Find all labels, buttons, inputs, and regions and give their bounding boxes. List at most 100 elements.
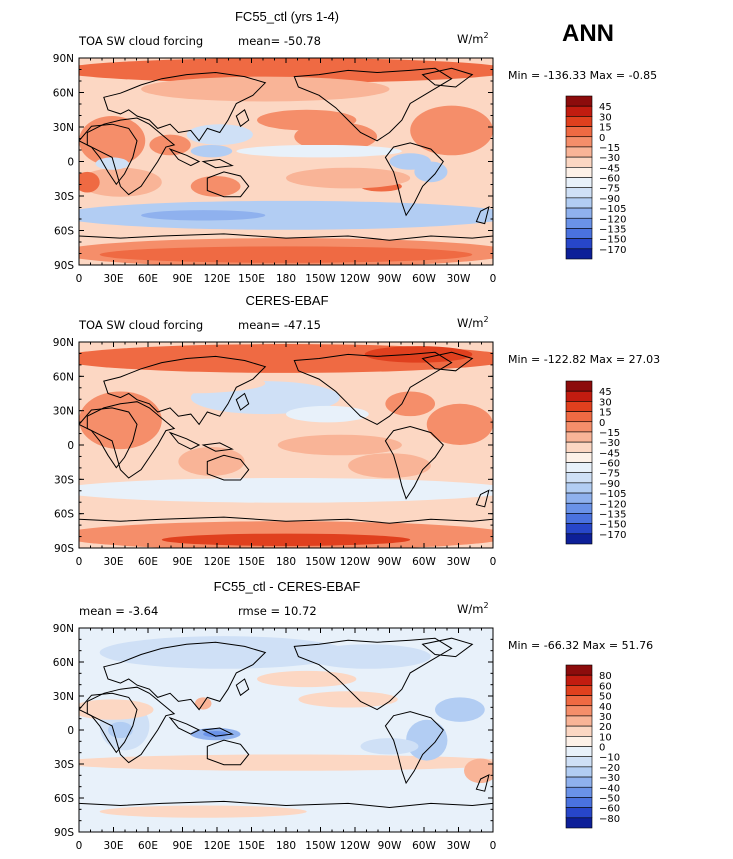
x-tick-label: 120W: [340, 273, 371, 285]
x-tick-label: 180: [276, 556, 296, 568]
colorbar-label: −105: [599, 489, 626, 500]
panel-title: CERES-EBAF: [245, 293, 328, 308]
coastline: [384, 425, 444, 500]
x-tick-label: 180: [276, 273, 296, 285]
coastline: [206, 739, 250, 766]
colorbar-swatch: [565, 482, 593, 494]
coastline: [235, 109, 250, 128]
colorbar-swatch: [565, 715, 593, 727]
units-text: W/m: [457, 316, 483, 330]
y-tick-label: 90N: [53, 623, 74, 635]
x-tick-label: 180: [276, 840, 296, 852]
colorbar-swatch: [565, 756, 593, 768]
colorbar-swatch: [565, 705, 593, 717]
colorbar-swatch: [565, 116, 593, 127]
coastlines: [79, 67, 493, 241]
colorbar-label: 0: [599, 133, 605, 144]
colorbar-swatch: [565, 472, 593, 484]
colorbar: 4530150−15−30−45−60−75−90−105−120−135−15…: [565, 380, 626, 545]
y-tick-label: 30N: [53, 122, 74, 134]
coastlines: [79, 637, 493, 809]
colorbar-swatch: [565, 797, 593, 808]
min-max-label: Min = -66.32 Max = 51.76: [508, 639, 653, 652]
colorbar-label: −170: [599, 530, 626, 541]
panel-3: 0 30E 60E 90E 120E 150E 180 150W 120W 90W 60W 30W 09…: [53, 579, 653, 852]
colorbar-label: −30: [599, 438, 620, 449]
coastline: [79, 800, 493, 809]
colorbar-swatch: [565, 462, 593, 473]
x-tick-label: 90W: [378, 556, 402, 568]
coastline: [293, 351, 453, 425]
colorbar-swatch: [565, 695, 593, 707]
colorbar-swatch: [565, 513, 593, 524]
x-tick-label: 120E: [204, 273, 231, 285]
y-tick-label: 0: [67, 725, 74, 737]
colorbar-label: −60: [599, 459, 620, 470]
colorbar-swatch: [565, 492, 593, 504]
mean-label: mean = -3.64: [79, 604, 158, 618]
coastline: [79, 516, 493, 524]
coastline: [86, 401, 176, 479]
mean-label: mean= -50.78: [238, 34, 321, 48]
x-tick-label: 90W: [378, 840, 402, 852]
contour-field: [79, 342, 493, 548]
x-tick-label: 30W: [447, 840, 471, 852]
units-label: W/m2: [457, 601, 489, 616]
coastline: [206, 171, 250, 198]
colorbar-swatch: [565, 380, 593, 392]
colorbar-swatch: [565, 238, 593, 250]
colorbar-swatch: [565, 817, 593, 829]
x-tick-label: 30E: [104, 556, 124, 568]
season-label: ANN: [562, 20, 614, 47]
colorbar-label: −20: [599, 763, 620, 774]
colorbar-swatch: [565, 431, 593, 443]
colorbar-swatch: [565, 207, 593, 219]
colorbar-label: 45: [599, 387, 612, 398]
y-tick-label: 90N: [53, 337, 74, 349]
colorbar-swatch: [565, 136, 593, 148]
x-tick-label: 30E: [104, 840, 124, 852]
colorbar-label: −60: [599, 174, 620, 185]
coastline: [168, 431, 201, 450]
y-tick-label: 60N: [53, 371, 74, 383]
coastline: [384, 711, 444, 785]
coastline: [103, 355, 267, 426]
y-tick-label: 30N: [53, 691, 74, 703]
x-tick-label: 0: [490, 840, 497, 852]
x-tick-label: 30W: [447, 273, 471, 285]
coastline: [201, 727, 234, 737]
y-tick-label: 90N: [53, 53, 74, 65]
colorbar-label: 40: [599, 702, 612, 713]
colorbar-swatch: [565, 674, 593, 686]
y-tick-label: 60S: [54, 509, 74, 521]
panels: 0 30E 60E 90E 120E 150E 180 150W 120W 90W 60W 30W 09…: [53, 9, 660, 852]
coastline: [421, 351, 474, 372]
colorbar-swatch: [565, 187, 593, 199]
colorbar-swatch: [565, 685, 593, 696]
colorbar: 4530150−15−30−45−60−75−90−105−120−135−15…: [565, 95, 626, 260]
coastline: [384, 142, 444, 217]
colorbar-label: −80: [599, 814, 620, 825]
x-tick-label: 0: [490, 556, 497, 568]
x-tick-label: 150E: [238, 556, 265, 568]
colorbar-label: 10: [599, 732, 612, 743]
coastline: [293, 637, 453, 711]
units-text: W/m: [457, 602, 483, 616]
colorbar-label: 30: [599, 397, 612, 408]
colorbar-swatch: [565, 390, 593, 402]
colorbar-label: −90: [599, 479, 620, 490]
x-tick-label: 0: [76, 556, 83, 568]
colorbar-label: −40: [599, 783, 620, 794]
colorbar-swatch: [565, 776, 593, 788]
coastline: [86, 686, 176, 764]
y-tick-label: 60S: [54, 226, 74, 238]
colorbar-label: 50: [599, 692, 612, 703]
x-tick-label: 0: [76, 840, 83, 852]
y-tick-label: 60N: [53, 88, 74, 100]
coastline: [168, 147, 201, 167]
coastline: [293, 67, 453, 142]
x-tick-label: 120W: [340, 556, 371, 568]
x-tick-label: 60E: [138, 840, 158, 852]
colorbar-label: −150: [599, 235, 626, 246]
